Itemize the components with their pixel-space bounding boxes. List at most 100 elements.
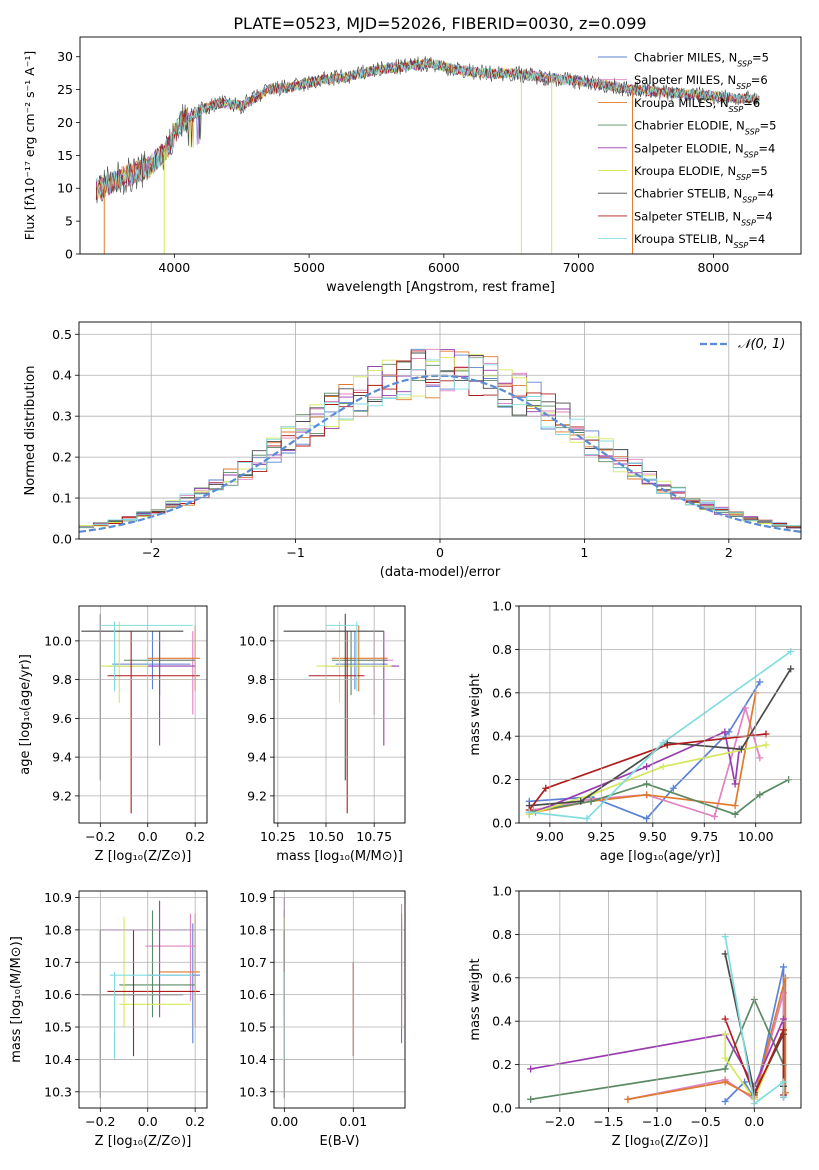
data-point xyxy=(643,780,651,788)
legend-sub: SSP xyxy=(744,150,759,159)
x-tick-label: −2.0 xyxy=(545,1114,575,1129)
y-tick-label: 10.8 xyxy=(239,922,267,937)
x-axis-label: (data-model)/error xyxy=(380,565,501,580)
x-axis-label: age [log₁₀(age/yr)] xyxy=(600,849,721,864)
y-tick-label: 0.0 xyxy=(492,816,512,831)
legend-text: Kroupa ELODIE, N xyxy=(634,164,736,178)
legend-sub: SSP xyxy=(736,173,751,182)
legend-tail: =5 xyxy=(760,119,777,133)
panel-mass-vs-ebv: 0.00 0.01 10.3 10.4 10.5 10.6 10.7 10.8 10.9 E(B-… xyxy=(239,890,406,1149)
y-tick-label: 10.7 xyxy=(44,955,72,970)
axes-frame xyxy=(518,890,802,1109)
y-tick-label: 10 xyxy=(57,181,73,196)
data-point xyxy=(721,1078,729,1086)
x-tick-label: −0.2 xyxy=(85,1114,115,1129)
data-point xyxy=(663,741,671,749)
y-tick-label: 9.8 xyxy=(52,672,72,687)
y-tick-label: 10.7 xyxy=(239,955,267,970)
legend-sub: SSP xyxy=(742,195,757,204)
mass-weight-series xyxy=(724,936,785,1106)
y-tick-label: 10.4 xyxy=(44,1052,72,1067)
y-axis-label: Flux [fλ10⁻¹⁷ erg cm⁻² s⁻¹ A⁻¹] xyxy=(22,51,37,240)
legend-tail: =6 xyxy=(743,96,760,110)
y-tick-label: 10.6 xyxy=(44,987,72,1002)
x-tick-label: 9.75 xyxy=(690,829,718,844)
y-tick-label: 0.6 xyxy=(492,685,512,700)
legend-entry: Salpeter MILES, NSSP=6 xyxy=(634,73,768,91)
y-tick-label: 1.0 xyxy=(492,599,512,614)
x-axis-label: wavelength [Angstrom, rest frame] xyxy=(326,280,555,295)
y-axis-label: Normed distribution xyxy=(23,366,38,496)
x-tick-label: 0 xyxy=(436,545,444,560)
legend-entry: Salpeter ELODIE, NSSP=4 xyxy=(634,141,775,159)
data-point xyxy=(737,745,745,753)
plot-area xyxy=(283,897,403,1099)
y-tick-label: 0.4 xyxy=(52,368,72,383)
y-tick-label: 0.2 xyxy=(492,772,512,787)
y-axis-label: age [log₁₀(age/yr)] xyxy=(18,654,33,775)
legend-entry: Chabrier ELODIE, NSSP=5 xyxy=(634,119,776,137)
data-point xyxy=(721,1097,729,1105)
x-tick-label: −1.0 xyxy=(642,1114,672,1129)
legend-text: Salpeter ELODIE, N xyxy=(634,141,744,155)
data-point xyxy=(731,802,739,810)
legend-sub: SSP xyxy=(745,127,760,136)
y-tick-label: 10.6 xyxy=(239,987,267,1002)
panel-residuals: −2 −1 0 1 2 0.0 0.1 0.2 0.3 0.4 0.5 (data-model)/er… xyxy=(23,321,802,580)
y-tick-label: 0.8 xyxy=(492,927,512,942)
y-tick-label: 9.8 xyxy=(247,672,267,687)
x-tick-label: −0.2 xyxy=(85,829,115,844)
spectrum-series-kroupa-stelib xyxy=(95,58,760,198)
x-tick-label: 9.00 xyxy=(536,829,564,844)
data-point xyxy=(731,780,739,788)
x-tick-label: 4000 xyxy=(158,260,190,275)
data-point xyxy=(721,728,729,736)
y-tick-label: 0.0 xyxy=(52,532,72,547)
y-tick-label: 20 xyxy=(57,115,73,130)
data-point xyxy=(756,754,764,762)
x-tick-label: 0.00 xyxy=(270,1114,298,1129)
legend-tail: =5 xyxy=(752,51,769,65)
x-tick-label: −1.5 xyxy=(593,1114,623,1129)
x-tick-label: 0.0 xyxy=(138,1114,158,1129)
legend-entry: Salpeter STELIB, NSSP=4 xyxy=(634,209,773,227)
axes-frame xyxy=(78,605,208,824)
plot-area xyxy=(527,933,789,1108)
x-tick-label: 10.50 xyxy=(308,829,344,844)
y-tick-label: 10.9 xyxy=(239,890,267,905)
plot-area xyxy=(95,56,760,254)
legend-text: Chabrier MILES, N xyxy=(634,51,737,65)
y-tick-label: 0.8 xyxy=(492,642,512,657)
x-tick-label: 10.00 xyxy=(738,829,774,844)
x-tick-label: 8000 xyxy=(697,260,729,275)
x-tick-label: 0.2 xyxy=(185,829,205,844)
legend-text: Kroupa STELIB, N xyxy=(634,232,734,246)
y-tick-label: 10.8 xyxy=(44,922,72,937)
x-axis-label: E(B-V) xyxy=(319,1134,359,1149)
legend-entry: Kroupa MILES, NSSP=6 xyxy=(634,96,760,114)
y-tick-label: 0.3 xyxy=(52,409,72,424)
panel-mass-vs-Z: −0.2 0.0 0.2 10.3 10.4 10.5 10.6 10.7 10.8 10.9 Z … xyxy=(9,890,208,1149)
y-tick-label: 9.4 xyxy=(52,750,72,765)
y-tick-label: 0.1 xyxy=(52,491,72,506)
data-point xyxy=(779,1026,787,1034)
y-tick-label: 9.2 xyxy=(247,788,267,803)
plot-area xyxy=(81,613,200,814)
mass-weight-series xyxy=(528,733,767,811)
x-tick-label: 0.0 xyxy=(744,1114,764,1129)
axes-frame xyxy=(273,890,406,1109)
y-tick-label: 9.2 xyxy=(52,788,72,803)
plot-area xyxy=(283,613,400,814)
data-point xyxy=(787,665,795,673)
x-axis-label: Z [log₁₀(Z/Z⊙)] xyxy=(612,1134,709,1149)
data-point xyxy=(659,763,667,771)
x-tick-label: 10.25 xyxy=(260,829,296,844)
data-point xyxy=(577,797,585,805)
y-tick-label: 0.0 xyxy=(492,1101,512,1116)
legend-sub: SSP xyxy=(729,104,744,113)
x-tick-label: 10.75 xyxy=(356,829,392,844)
legend-text: Chabrier ELODIE, N xyxy=(634,119,745,133)
plot-area xyxy=(525,648,795,823)
y-tick-label: 0.6 xyxy=(492,970,512,985)
legend-entry: Kroupa STELIB, NSSP=4 xyxy=(634,232,765,250)
